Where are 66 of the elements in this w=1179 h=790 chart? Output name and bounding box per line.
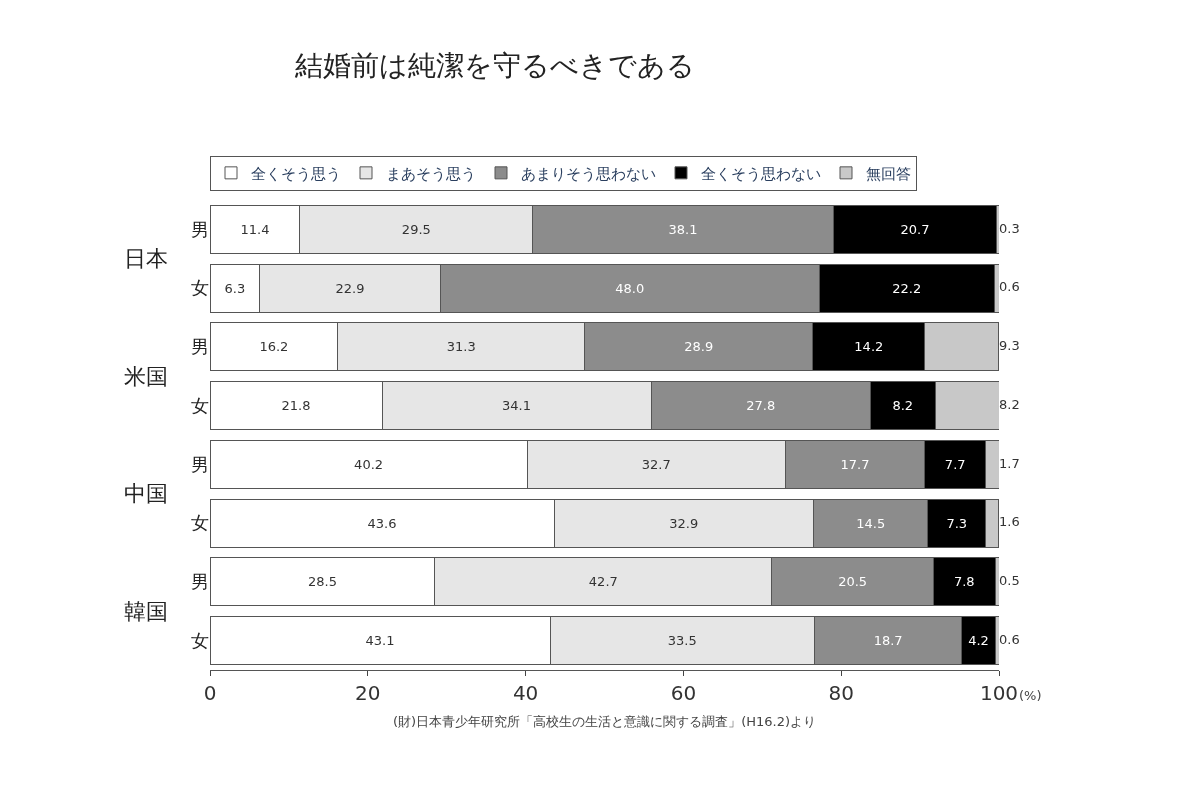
data-label: 20.5: [838, 574, 868, 590]
data-label: 8.2: [892, 398, 914, 414]
data-label: 8.2: [999, 396, 1020, 412]
x-tick-label: 100: [979, 681, 1019, 705]
text: 韓国: [124, 599, 168, 624]
x-tick-label: 20: [355, 681, 381, 705]
text: 日本: [124, 246, 168, 271]
data-label: 38.1: [668, 221, 698, 237]
data-label: 29.5: [401, 221, 431, 237]
data-label: 14.5: [856, 515, 886, 531]
data-label: 0.3: [999, 220, 1020, 236]
y-tick-label: 女: [191, 394, 209, 416]
y-tick-label: 男: [191, 218, 209, 240]
data-label: 48.0: [615, 280, 645, 296]
y-tick-label: 男: [191, 571, 209, 593]
legend-label: 無回答: [866, 164, 911, 183]
chart-title: 結婚前は純潔を守るべきである: [294, 48, 696, 82]
legend-label: 全くそう思う: [251, 164, 341, 183]
data-label: 42.7: [588, 574, 618, 590]
data-label: 7.8: [953, 574, 975, 590]
data-label: 21.8: [281, 398, 311, 414]
data-label: 1.7: [999, 455, 1020, 471]
data-label: 0.5: [999, 573, 1020, 589]
data-label: 7.7: [944, 456, 966, 472]
data-label: 32.7: [641, 456, 671, 472]
data-label: 17.7: [840, 456, 870, 472]
data-label: 20.7: [900, 221, 930, 237]
data-label: 27.8: [746, 398, 776, 414]
data-label: 43.6: [367, 515, 397, 531]
y-tick-label: 男: [191, 453, 209, 475]
legend-label: あまりそう思わない: [521, 164, 656, 183]
data-label: 0.6: [999, 631, 1020, 647]
x-tick-label: 0: [203, 681, 217, 705]
x-tick-label: 40: [512, 681, 539, 705]
text: 米国: [124, 364, 168, 389]
data-label: 11.4: [240, 221, 270, 237]
data-label: 22.9: [335, 280, 365, 296]
data-label: 33.5: [667, 633, 697, 649]
data-label: 1.6: [999, 514, 1020, 530]
data-label: 6.3: [224, 280, 246, 296]
data-label: 28.5: [307, 574, 337, 590]
x-tick-label: 60: [670, 681, 697, 705]
data-label: 0.6: [999, 279, 1020, 295]
text: 中国: [124, 481, 168, 506]
data-label: 9.3: [999, 338, 1020, 354]
data-label: 28.9: [684, 339, 714, 355]
data-label: 43.1: [365, 633, 395, 649]
data-label: 32.9: [669, 515, 699, 531]
data-label: 31.3: [446, 339, 476, 355]
x-tick-label: 80: [828, 681, 854, 705]
y-tick-label: 女: [191, 277, 209, 299]
y-tick-label: 女: [191, 512, 209, 534]
text: (財)日本青少年研究所「高校生の生活と意識に関する調査」(H16.2)より: [393, 714, 817, 729]
data-label: 22.2: [892, 280, 922, 296]
data-label: 16.2: [259, 339, 289, 355]
legend-label: 全くそう思わない: [701, 164, 821, 183]
y-tick-label: 女: [191, 629, 209, 651]
data-label: 4.2: [968, 633, 989, 649]
data-label: 34.1: [502, 398, 531, 414]
x-axis-title: (%): [1019, 688, 1042, 703]
data-label: 40.2: [354, 456, 384, 472]
y-tick-label: 男: [191, 336, 209, 358]
data-label: 7.3: [946, 515, 968, 531]
data-label: 14.2: [854, 339, 884, 355]
legend-label: まあそう思う: [386, 164, 476, 183]
data-label: 18.7: [873, 633, 903, 649]
